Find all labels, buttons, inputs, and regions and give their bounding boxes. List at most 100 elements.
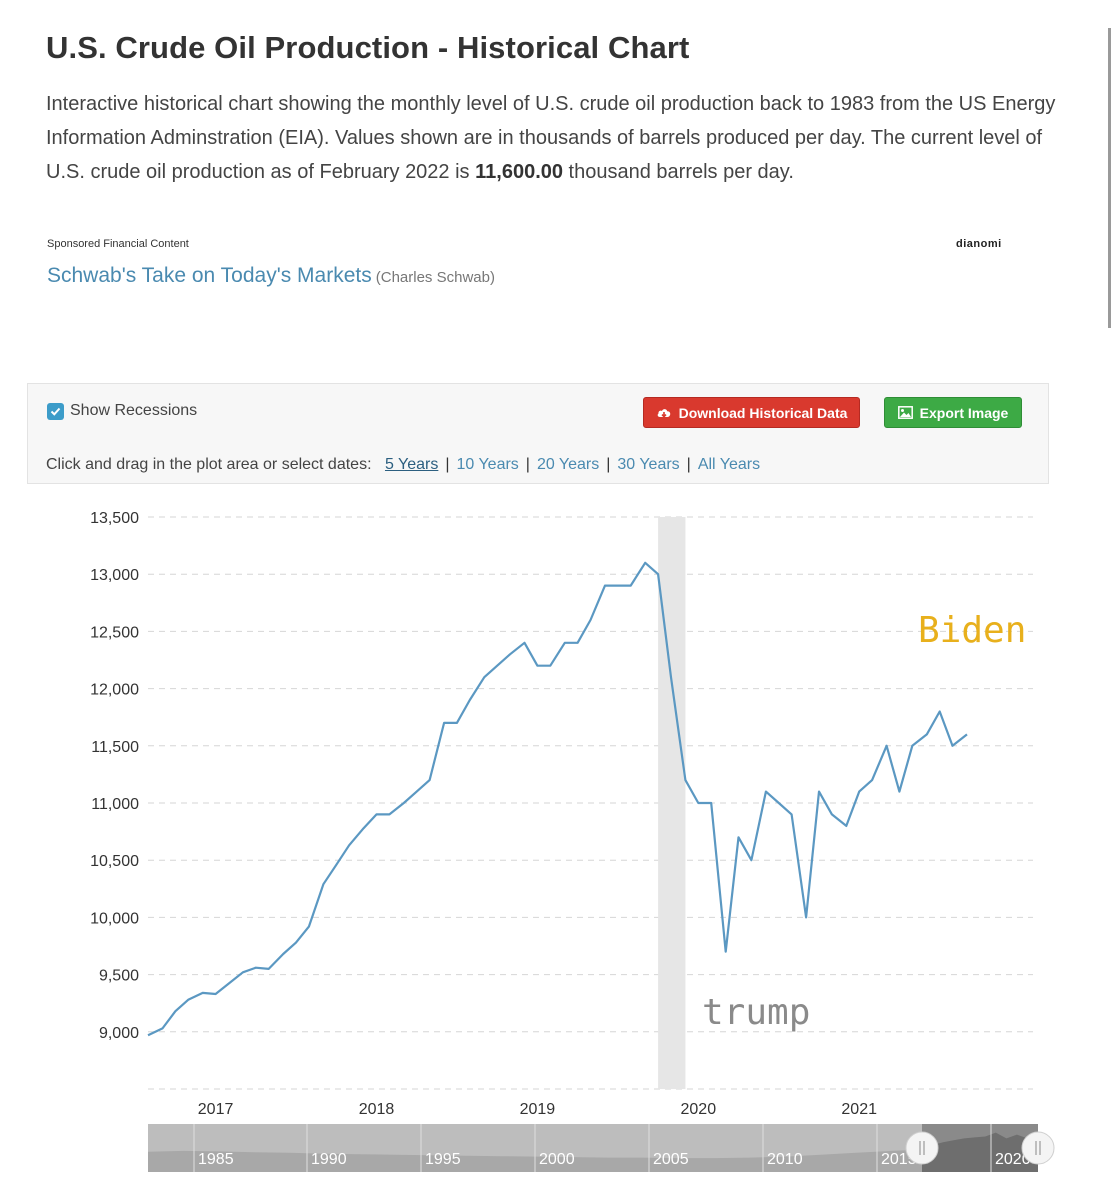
- data-point[interactable]: [546, 662, 554, 670]
- annotation-trump: trump: [702, 992, 810, 1033]
- data-point[interactable]: [936, 707, 944, 715]
- chart-controls: Show Recessions Download Historical Data…: [27, 383, 1049, 484]
- data-point[interactable]: [868, 776, 876, 784]
- data-point[interactable]: [949, 742, 957, 750]
- data-point[interactable]: [252, 964, 260, 972]
- x-tick-label: 2021: [841, 1101, 877, 1118]
- data-point[interactable]: [828, 810, 836, 818]
- data-point[interactable]: [199, 989, 207, 997]
- data-point[interactable]: [400, 799, 408, 807]
- data-point[interactable]: [574, 639, 582, 647]
- dianomi-logo[interactable]: dianomi: [956, 238, 1002, 250]
- data-point[interactable]: [440, 719, 448, 727]
- data-point[interactable]: [614, 582, 622, 590]
- data-point[interactable]: [561, 639, 569, 647]
- range-prompt: Click and drag in the plot area or selec…: [46, 456, 372, 473]
- data-point[interactable]: [735, 833, 743, 841]
- data-point[interactable]: [480, 673, 488, 681]
- data-point[interactable]: [601, 582, 609, 590]
- data-point[interactable]: [855, 788, 863, 796]
- data-point[interactable]: [212, 990, 220, 998]
- range-20-years[interactable]: 20 Years: [536, 456, 600, 473]
- export-image-button[interactable]: Export Image: [884, 397, 1022, 428]
- sponsored-link[interactable]: Schwab's Take on Today's Markets (Charles…: [47, 264, 495, 288]
- y-tick-label: 13,500: [90, 510, 139, 527]
- data-point[interactable]: [184, 996, 192, 1004]
- data-point[interactable]: [265, 965, 273, 973]
- data-point[interactable]: [923, 730, 931, 738]
- data-point[interactable]: [842, 822, 850, 830]
- data-point[interactable]: [279, 950, 287, 958]
- y-tick-label: 9,500: [99, 968, 139, 985]
- y-tick-label: 11,500: [91, 739, 139, 756]
- data-point[interactable]: [533, 662, 541, 670]
- range-5-years[interactable]: 5 Years: [384, 456, 439, 473]
- range-all-years[interactable]: All Years: [697, 456, 761, 473]
- data-point[interactable]: [722, 948, 730, 956]
- navigator-year-label: 1990: [311, 1151, 347, 1168]
- y-tick-label: 9,000: [99, 1025, 139, 1042]
- data-point[interactable]: [747, 856, 755, 864]
- show-recessions-checkbox[interactable]: [47, 402, 64, 420]
- data-point[interactable]: [707, 799, 715, 807]
- data-point[interactable]: [681, 776, 689, 784]
- data-point[interactable]: [963, 730, 971, 738]
- data-point[interactable]: [319, 880, 327, 888]
- annotation-biden: Biden: [918, 610, 1026, 651]
- data-point[interactable]: [372, 810, 380, 818]
- navigator-right-handle[interactable]: [1021, 1131, 1055, 1165]
- data-point[interactable]: [627, 582, 635, 590]
- y-tick-label: 12,000: [90, 682, 139, 699]
- data-point[interactable]: [667, 673, 675, 681]
- data-point[interactable]: [493, 662, 501, 670]
- data-point[interactable]: [144, 1031, 152, 1039]
- data-point[interactable]: [360, 824, 368, 832]
- navigator-year-label: 2005: [653, 1151, 689, 1168]
- current-value: 11,600.00: [475, 161, 563, 183]
- data-point[interactable]: [385, 810, 393, 818]
- series-line-group[interactable]: [144, 559, 971, 1039]
- navigator-year-label: 2010: [767, 1151, 803, 1168]
- scrollbar-edge[interactable]: [1108, 28, 1111, 328]
- data-point[interactable]: [224, 980, 232, 988]
- navigator-year-labels: 1985 1990 1995 2000 2005 2010 2015 2020: [193, 1124, 1031, 1172]
- data-point[interactable]: [521, 639, 529, 647]
- y-tick-label: 10,500: [90, 853, 139, 870]
- data-point[interactable]: [775, 799, 783, 807]
- data-point[interactable]: [332, 861, 340, 869]
- data-point[interactable]: [292, 939, 300, 947]
- navigator-year-label: 2020: [995, 1151, 1031, 1168]
- show-recessions-toggle[interactable]: Show Recessions: [47, 402, 197, 420]
- data-point[interactable]: [587, 616, 595, 624]
- oil-production-chart[interactable]: 9,000 9,500 10,000 10,500 11,000 11,500 12,000…: [0, 500, 1111, 1190]
- x-tick-label: 2017: [198, 1101, 234, 1118]
- data-point[interactable]: [506, 650, 514, 658]
- data-point[interactable]: [466, 696, 474, 704]
- data-point[interactable]: [305, 923, 313, 931]
- range-10-years[interactable]: 10 Years: [456, 456, 519, 473]
- data-point[interactable]: [171, 1007, 179, 1015]
- data-point[interactable]: [239, 968, 247, 976]
- data-point[interactable]: [641, 559, 649, 567]
- range-navigator[interactable]: 1985 1990 1995 2000 2005 2010 2015 2020: [148, 1124, 1055, 1172]
- data-point[interactable]: [883, 742, 891, 750]
- data-point[interactable]: [453, 719, 461, 727]
- navigator-left-handle[interactable]: [905, 1131, 939, 1165]
- data-point[interactable]: [694, 799, 702, 807]
- data-point[interactable]: [802, 913, 810, 921]
- data-point[interactable]: [413, 788, 421, 796]
- data-point[interactable]: [345, 841, 353, 849]
- navigator-selection-series: [922, 1132, 1038, 1172]
- sponsored-link-text[interactable]: Schwab's Take on Today's Markets: [47, 264, 372, 287]
- data-point[interactable]: [788, 810, 796, 818]
- download-historical-data-button[interactable]: Download Historical Data: [643, 397, 860, 428]
- data-point[interactable]: [895, 788, 903, 796]
- data-point[interactable]: [762, 788, 770, 796]
- data-point[interactable]: [158, 1024, 166, 1032]
- range-30-years[interactable]: 30 Years: [617, 456, 680, 473]
- data-point[interactable]: [815, 788, 823, 796]
- data-point[interactable]: [908, 742, 916, 750]
- series-line[interactable]: [147, 561, 968, 1037]
- data-point[interactable]: [654, 570, 662, 578]
- data-point[interactable]: [426, 776, 434, 784]
